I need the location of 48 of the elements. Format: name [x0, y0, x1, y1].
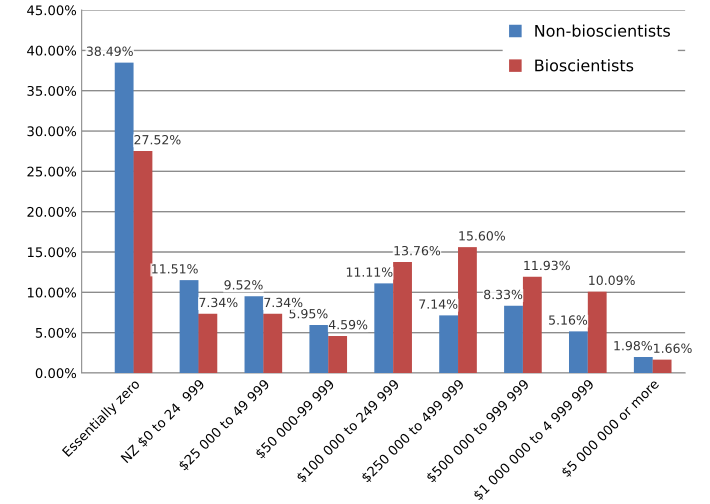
data-label: 7.34%	[199, 298, 238, 308]
bar	[134, 151, 152, 373]
bar	[504, 306, 523, 373]
bar	[328, 336, 348, 373]
data-label: 27.52%	[134, 134, 181, 144]
y-tick-label: 35.00%	[27, 86, 76, 96]
y-tick-label: 10.00%	[28, 288, 76, 298]
data-label: 11.11%	[346, 267, 392, 277]
y-tick-label: 15.00%	[28, 247, 76, 258]
data-label: 9.52%	[224, 280, 263, 290]
data-label: 38.49%	[86, 46, 133, 56]
bar	[634, 356, 653, 373]
data-label: 13.76%	[394, 246, 440, 256]
data-label: 5.16%	[549, 315, 588, 325]
data-label: 7.14%	[419, 299, 458, 309]
y-tick-label: 40.00%	[27, 46, 76, 56]
bar	[114, 62, 134, 373]
bar	[198, 314, 218, 373]
data-label: 1.98%	[614, 340, 652, 350]
bar	[439, 315, 458, 373]
bar	[393, 262, 412, 373]
y-tick-label: 20.00%	[27, 206, 76, 217]
y-tick-label: 30.00%	[27, 126, 76, 136]
legend-label: Non-bioscientists	[535, 24, 670, 37]
data-label: 11.93%	[524, 260, 570, 270]
bar	[263, 314, 282, 373]
data-label: 5.95%	[289, 308, 328, 318]
bar	[588, 292, 607, 373]
data-label: 1.66%	[654, 344, 692, 353]
y-tick-label: 5.00%	[36, 328, 76, 338]
bar	[652, 360, 672, 373]
bar	[180, 280, 198, 373]
data-label: 11.51%	[152, 264, 198, 274]
bar	[522, 276, 542, 373]
bar	[568, 331, 588, 373]
bar	[458, 247, 477, 373]
data-label: 10.09%	[589, 276, 635, 286]
y-tick-label: 25.00%	[27, 166, 76, 177]
bar	[309, 324, 328, 373]
data-label: 8.33%	[484, 290, 522, 300]
data-label: 7.34%	[264, 298, 302, 308]
y-tick-label: 0.00%	[36, 368, 76, 378]
bar	[244, 296, 264, 373]
data-label: 15.60%	[459, 231, 505, 241]
bar	[374, 283, 394, 373]
legend-label: Bioscientists	[535, 59, 634, 72]
data-label: 4.59%	[328, 320, 368, 330]
y-tick-label: 45.00%	[27, 5, 76, 16]
